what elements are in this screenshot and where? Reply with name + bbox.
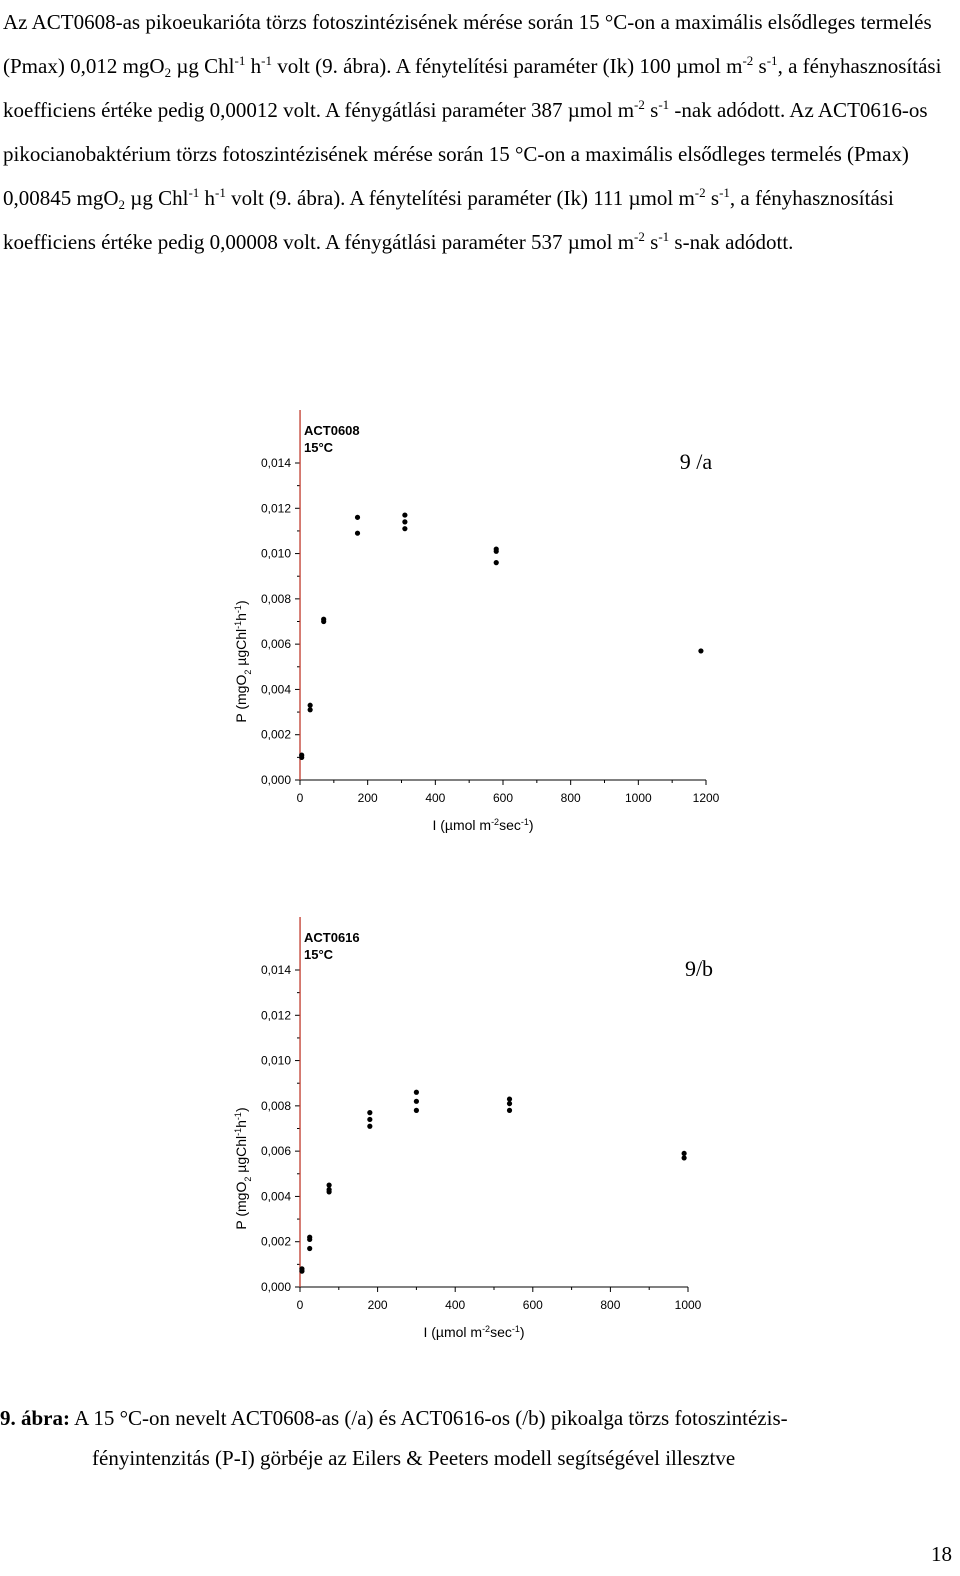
panel-label: 9/b [685, 956, 713, 981]
x-tick-label: 200 [358, 791, 378, 805]
data-point [367, 1116, 373, 1123]
caption-lead: 9. ábra: [0, 1406, 70, 1430]
y-tick-label: 0,006 [261, 637, 291, 651]
y-tick-label: 0,014 [261, 456, 291, 470]
data-point [299, 1268, 305, 1274]
data-point [354, 514, 361, 520]
data-point [307, 1236, 313, 1243]
figure-caption: 9. ábra: A 15 °C-on nevelt ACT0608-as (/… [0, 1398, 958, 1478]
temperature-label: 15°C [304, 440, 334, 455]
caption-line2: fényintenzitás (P-I) görbéje az Eilers &… [92, 1446, 736, 1470]
y-tick-label: 0,008 [261, 1099, 291, 1113]
data-point [506, 1096, 513, 1102]
data-point [493, 548, 499, 554]
data-point [698, 648, 704, 654]
y-tick-label: 0,012 [261, 1008, 291, 1022]
x-axis-title: I (µmol m-2sec-1) [432, 817, 533, 833]
y-tick-label: 0,010 [261, 1054, 291, 1068]
data-point [321, 618, 327, 625]
chart-9b-svg: 0,000 0,002 0,004 0,006 0,008 0,010 0,012 0,014… [233, 917, 713, 1340]
data-point [506, 1100, 513, 1107]
data-point [506, 1107, 513, 1113]
data-point [493, 560, 499, 566]
y-tick-label: 0,002 [261, 1235, 291, 1249]
strain-label: ACT0616 [304, 930, 360, 945]
y-tick-label: 0,012 [261, 501, 291, 515]
y-axis-title: P (mgO2 µgChl-1h-1) [233, 1107, 253, 1229]
data-point [307, 707, 313, 713]
data-point [367, 1123, 373, 1129]
chart-9a-svg: 0,000 0,002 0,004 0,006 0,008 0,010 0,012 0,014… [233, 410, 720, 833]
x-tick-label: 800 [600, 1298, 620, 1312]
y-tick-label: 0,004 [261, 1189, 291, 1203]
y-axis-title: P (mgO2 µgChl-1h-1) [233, 600, 253, 722]
chart-9a: 0,000 0,002 0,004 0,006 0,008 0,010 0,012 0,014… [0, 410, 960, 850]
data-point [413, 1089, 419, 1095]
fit-curve [300, 410, 701, 780]
x-tick-label: 200 [368, 1298, 388, 1312]
data-point [326, 1189, 332, 1195]
fit-curve [300, 917, 684, 1287]
page-number: 18 [931, 1542, 952, 1566]
x-tick-label: 400 [445, 1298, 465, 1312]
temperature-label: 15°C [304, 947, 334, 962]
data-point [367, 1110, 373, 1116]
y-tick-label: 0,002 [261, 728, 291, 742]
x-tick-label: 1000 [675, 1298, 702, 1312]
x-tick-label: 600 [523, 1298, 543, 1312]
panel-label: 9 /a [680, 449, 713, 474]
data-point [402, 512, 408, 518]
chart-9b: 0,000 0,002 0,004 0,006 0,008 0,010 0,012 0,014… [0, 917, 960, 1357]
x-tick-label: 1000 [625, 791, 652, 805]
y-tick-label: 0,010 [261, 547, 291, 561]
x-tick-label: 0 [297, 791, 304, 805]
data-point [402, 519, 408, 525]
x-axis-title: I (µmol m-2sec-1) [423, 1324, 524, 1340]
x-tick-label: 800 [561, 791, 581, 805]
y-tick-label: 0,014 [261, 963, 291, 977]
data-point [326, 1182, 332, 1188]
y-tick-label: 0,004 [261, 682, 291, 696]
y-tick-label: 0,000 [261, 773, 291, 787]
data-point [681, 1155, 687, 1161]
y-tick-label: 0,000 [261, 1280, 291, 1294]
y-tick-label: 0,008 [261, 592, 291, 606]
data-point [402, 526, 408, 532]
y-tick-label: 0,006 [261, 1144, 291, 1158]
data-point [307, 702, 313, 708]
x-tick-label: 1200 [693, 791, 720, 805]
data-point [307, 1245, 313, 1252]
strain-label: ACT0608 [304, 423, 360, 438]
x-tick-label: 0 [297, 1298, 304, 1312]
data-point [413, 1107, 419, 1113]
x-tick-label: 400 [425, 791, 445, 805]
data-point [354, 530, 361, 536]
data-point [681, 1150, 687, 1157]
data-point [299, 754, 305, 760]
data-point [413, 1098, 419, 1104]
caption-line1: A 15 °C-on nevelt ACT0608-as (/a) és ACT… [70, 1406, 788, 1430]
x-tick-label: 600 [493, 791, 513, 805]
body-paragraph: Az ACT0608-as pikoeukarióta törzs fotosz… [3, 10, 942, 254]
